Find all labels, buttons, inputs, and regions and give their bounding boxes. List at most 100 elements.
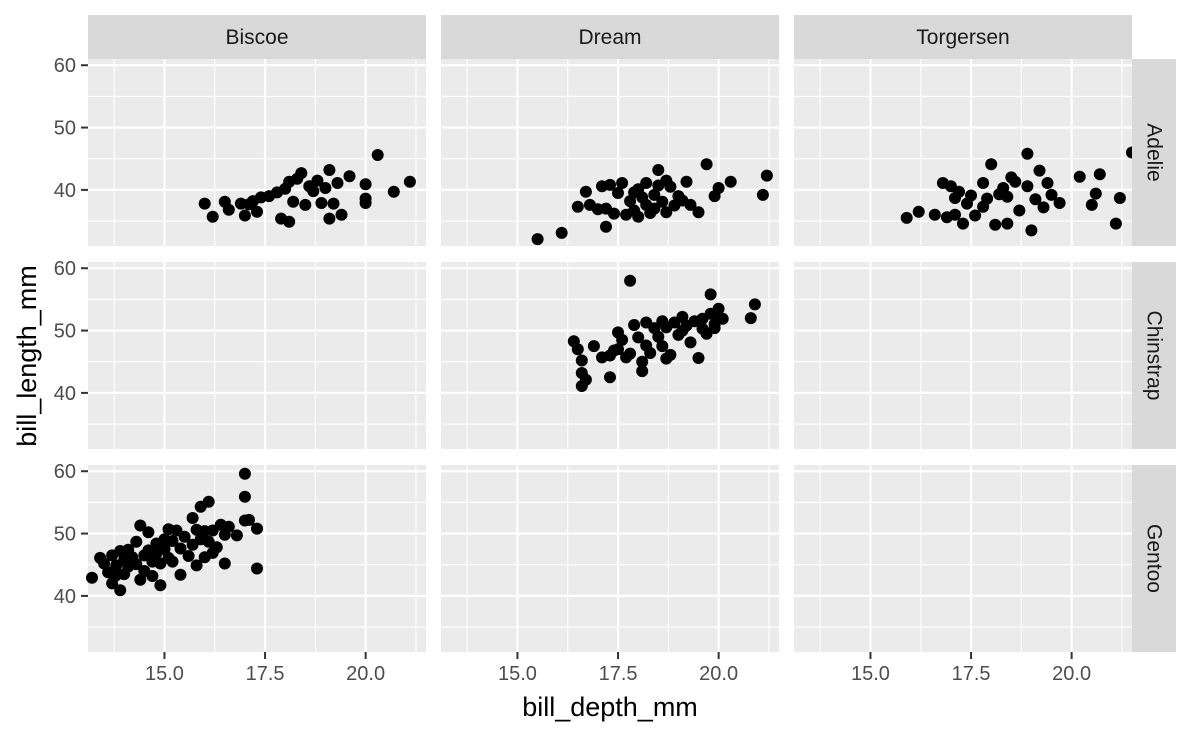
data-point bbox=[134, 519, 147, 532]
axis-layer: 40 50 60 40 50 60 40 50 60 15.0 17.5 20.0 15.0 17.5 20… bbox=[54, 55, 1091, 685]
data-point bbox=[989, 218, 1002, 231]
data-point bbox=[1021, 147, 1034, 160]
data-point bbox=[680, 175, 693, 188]
data-point bbox=[748, 298, 761, 311]
data-point bbox=[1037, 201, 1050, 214]
data-point bbox=[716, 312, 729, 325]
data-point bbox=[628, 319, 641, 331]
x-tick-label: 17.5 bbox=[599, 663, 638, 685]
data-point bbox=[744, 312, 757, 325]
data-point bbox=[608, 207, 620, 220]
x-tick-label: 20.0 bbox=[699, 663, 738, 685]
data-point bbox=[86, 571, 98, 584]
x-tick-label: 15.0 bbox=[851, 663, 890, 685]
data-point bbox=[1001, 217, 1014, 230]
data-point bbox=[632, 331, 645, 344]
data-point bbox=[636, 365, 649, 378]
panel-background bbox=[794, 59, 1132, 246]
data-point bbox=[202, 495, 215, 508]
data-point bbox=[307, 185, 320, 198]
facet-strip-biscoe bbox=[88, 15, 426, 59]
data-point bbox=[712, 182, 725, 194]
data-point bbox=[575, 354, 588, 367]
data-point bbox=[335, 208, 348, 221]
data-point bbox=[178, 530, 191, 543]
data-point bbox=[1113, 192, 1126, 204]
data-point bbox=[965, 189, 977, 202]
y-tick-label: 50 bbox=[54, 524, 76, 546]
data-point bbox=[692, 352, 705, 364]
data-point bbox=[957, 217, 969, 230]
facet-label-torgersen: Torgersen bbox=[916, 26, 1009, 49]
facet-label-dream: Dream bbox=[578, 26, 641, 49]
data-point bbox=[664, 348, 677, 361]
data-point bbox=[985, 158, 998, 171]
data-point bbox=[579, 373, 592, 386]
data-point bbox=[708, 322, 721, 335]
x-tick-label: 20.0 bbox=[1052, 663, 1091, 685]
data-point bbox=[1001, 190, 1014, 203]
facet-label-chinstrap: Chinstrap bbox=[1143, 311, 1166, 401]
data-point bbox=[612, 343, 624, 356]
data-point bbox=[1029, 193, 1042, 206]
data-point bbox=[1093, 168, 1106, 181]
data-point bbox=[636, 355, 649, 368]
data-point bbox=[174, 542, 187, 555]
data-point bbox=[114, 584, 127, 597]
data-point bbox=[283, 215, 296, 228]
data-point bbox=[170, 524, 183, 537]
data-point bbox=[1045, 188, 1058, 201]
data-point bbox=[587, 340, 600, 353]
data-point bbox=[969, 209, 982, 222]
data-point bbox=[555, 226, 568, 239]
data-point bbox=[928, 208, 941, 221]
data-point bbox=[331, 177, 344, 189]
data-point bbox=[222, 203, 235, 216]
data-point bbox=[174, 568, 187, 581]
panel-torgersen-gentoo bbox=[794, 465, 1132, 652]
facet-strip-torgersen bbox=[794, 15, 1132, 59]
data-point bbox=[315, 197, 328, 209]
data-point bbox=[756, 188, 769, 201]
points-dream-chinstrap bbox=[567, 274, 761, 392]
data-point bbox=[323, 164, 336, 176]
data-point bbox=[1053, 197, 1066, 209]
x-axis-title: bill_depth_mm bbox=[522, 692, 698, 722]
points-biscoe-adelie bbox=[198, 149, 416, 228]
data-point bbox=[531, 233, 544, 246]
panel-background bbox=[88, 262, 426, 449]
data-point bbox=[652, 164, 665, 176]
data-point bbox=[648, 188, 661, 201]
x-tick-label: 20.0 bbox=[346, 663, 385, 685]
data-point bbox=[1089, 187, 1102, 200]
data-point bbox=[387, 185, 400, 198]
data-point bbox=[130, 535, 143, 548]
panel-torgersen-chinstrap bbox=[794, 262, 1132, 449]
panel-dream-chinstrap bbox=[441, 262, 779, 449]
data-point bbox=[130, 558, 143, 571]
panel-background bbox=[88, 465, 426, 652]
data-point bbox=[656, 340, 669, 353]
y-axis-title: bill_length_mm bbox=[12, 265, 42, 447]
data-point bbox=[640, 177, 653, 189]
data-point bbox=[949, 208, 961, 221]
data-point bbox=[146, 570, 159, 582]
data-point bbox=[644, 347, 657, 359]
x-tick-label: 17.5 bbox=[952, 663, 991, 685]
data-point bbox=[977, 177, 990, 189]
data-point bbox=[206, 210, 219, 223]
x-tick-label: 15.0 bbox=[145, 663, 184, 685]
data-point bbox=[1033, 164, 1046, 177]
data-point bbox=[1025, 224, 1038, 237]
facet-label-gentoo: Gentoo bbox=[1143, 524, 1166, 593]
panel-dream-gentoo bbox=[441, 465, 779, 652]
data-point bbox=[700, 158, 713, 171]
data-point bbox=[712, 302, 725, 315]
data-point bbox=[190, 559, 203, 572]
panel-background bbox=[441, 465, 779, 652]
data-point bbox=[166, 535, 179, 547]
data-point bbox=[616, 177, 629, 189]
data-point bbox=[664, 180, 677, 193]
data-point bbox=[571, 200, 584, 213]
